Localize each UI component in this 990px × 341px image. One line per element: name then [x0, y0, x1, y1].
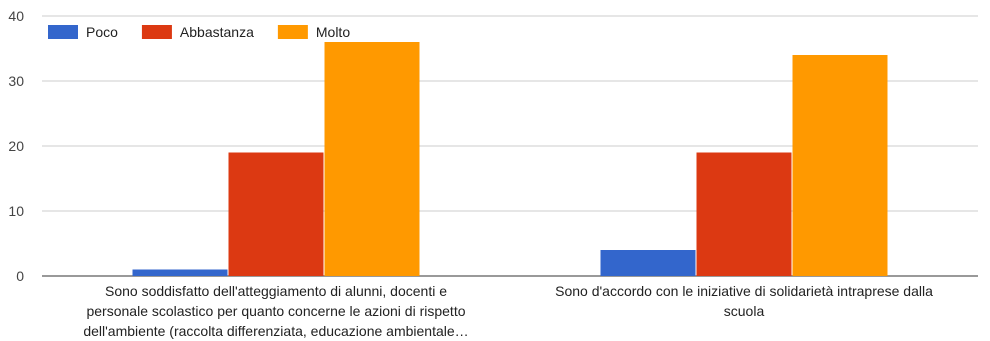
bars-layer: [132, 42, 888, 276]
legend: Poco Abbastanza Molto: [48, 24, 350, 40]
bar-molto-1: [324, 42, 420, 276]
bar-abbastanza-2: [696, 152, 792, 276]
y-tick-label: 20: [8, 138, 24, 154]
bar-poco-1: [132, 269, 228, 276]
x-category-label-line: scuola: [724, 303, 765, 319]
legend-label-abbastanza: Abbastanza: [180, 24, 254, 40]
x-category-label-line: personale scolastico per quanto concerne…: [86, 303, 465, 319]
category-labels: Sono soddisfatto dell'atteggiamento di a…: [83, 283, 933, 339]
legend-label-poco: Poco: [86, 24, 118, 40]
legend-label-molto: Molto: [316, 24, 350, 40]
bar-poco-2: [600, 250, 696, 276]
legend-swatch-abbastanza: [141, 25, 172, 39]
axis-layer: 0 10 20 30 40: [8, 8, 24, 284]
y-tick-label: 10: [8, 203, 24, 219]
bar-abbastanza-1: [228, 152, 324, 276]
bar-molto-2: [792, 55, 888, 276]
legend-swatch-molto: [277, 25, 308, 39]
y-tick-label: 40: [8, 8, 24, 24]
legend-swatch-poco: [48, 25, 78, 39]
y-tick-label: 0: [16, 268, 24, 284]
x-category-label-line: dell'ambiente (raccolta differenziata, e…: [83, 323, 468, 339]
x-category-label-line: Sono d'accordo con le iniziative di soli…: [555, 283, 933, 299]
x-category-label-line: Sono soddisfatto dell'atteggiamento di a…: [105, 283, 447, 299]
y-tick-label: 30: [8, 73, 24, 89]
